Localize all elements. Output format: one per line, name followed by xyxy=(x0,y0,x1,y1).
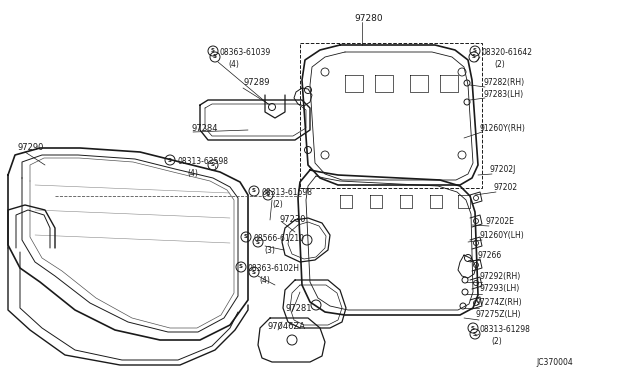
Text: S: S xyxy=(213,55,217,60)
Text: 97284: 97284 xyxy=(192,124,218,133)
Text: 91260Y(RH): 91260Y(RH) xyxy=(480,124,526,133)
Text: 97274Z(RH): 97274Z(RH) xyxy=(476,298,523,307)
Text: (2): (2) xyxy=(494,60,505,69)
Text: JC370004: JC370004 xyxy=(536,358,573,367)
Text: 97292(RH): 97292(RH) xyxy=(479,272,520,281)
Text: S: S xyxy=(473,48,477,54)
Text: S: S xyxy=(252,269,256,275)
Text: S: S xyxy=(244,234,248,240)
Text: S: S xyxy=(256,240,260,244)
Text: 97046ZA: 97046ZA xyxy=(268,322,306,331)
Text: S: S xyxy=(266,192,270,198)
Text: 97230: 97230 xyxy=(280,215,307,224)
Text: 97280: 97280 xyxy=(354,14,383,23)
Text: S: S xyxy=(168,157,172,163)
Text: 08313-61698: 08313-61698 xyxy=(261,188,312,197)
Text: S: S xyxy=(252,189,256,193)
Text: 08363-6102H: 08363-6102H xyxy=(248,264,300,273)
Text: 97202J: 97202J xyxy=(489,165,515,174)
Text: (2): (2) xyxy=(272,200,283,209)
Text: 97275Z(LH): 97275Z(LH) xyxy=(476,310,522,319)
Text: 08313-61298: 08313-61298 xyxy=(480,325,531,334)
Text: S: S xyxy=(471,326,475,330)
Text: 08313-62598: 08313-62598 xyxy=(177,157,228,166)
Bar xyxy=(300,43,482,188)
Text: 97202: 97202 xyxy=(493,183,517,192)
Text: 97290: 97290 xyxy=(18,143,44,152)
Text: 97282(RH): 97282(RH) xyxy=(483,78,524,87)
Text: S: S xyxy=(473,331,477,337)
Text: 08566-61210: 08566-61210 xyxy=(253,234,304,243)
Text: S: S xyxy=(472,55,476,60)
Text: (2): (2) xyxy=(491,337,502,346)
Text: (4): (4) xyxy=(228,60,239,69)
Text: 97283(LH): 97283(LH) xyxy=(483,90,523,99)
Text: (4): (4) xyxy=(187,169,198,178)
Text: 08363-61039: 08363-61039 xyxy=(220,48,271,57)
Text: 97202E: 97202E xyxy=(486,217,515,226)
Text: (4): (4) xyxy=(259,276,270,285)
Text: S: S xyxy=(211,48,215,54)
Text: S: S xyxy=(211,163,215,167)
Text: 97281: 97281 xyxy=(285,304,312,313)
Text: 97289: 97289 xyxy=(243,78,269,87)
Text: 91260Y(LH): 91260Y(LH) xyxy=(480,231,525,240)
Text: (3): (3) xyxy=(264,246,275,255)
Text: 97293(LH): 97293(LH) xyxy=(479,284,519,293)
Text: S: S xyxy=(239,264,243,269)
Text: 08320-61642: 08320-61642 xyxy=(482,48,533,57)
Text: 97266: 97266 xyxy=(478,251,502,260)
